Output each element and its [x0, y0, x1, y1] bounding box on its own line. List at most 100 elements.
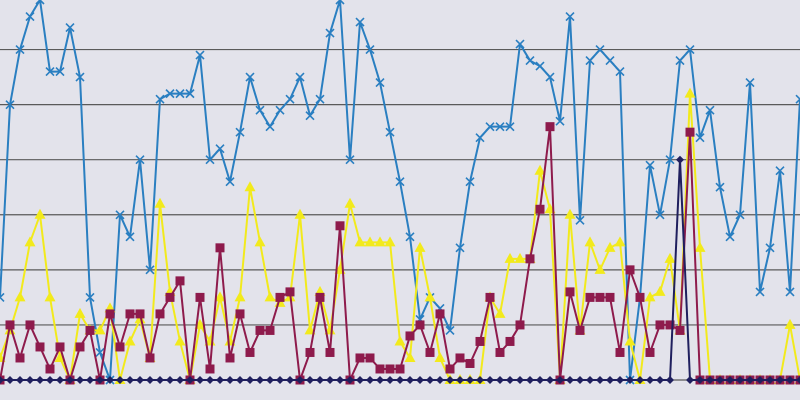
- marker-triangle: [784, 318, 796, 329]
- marker-diamond: [116, 376, 124, 384]
- marker-square: [605, 292, 615, 302]
- marker-diamond: [26, 376, 34, 384]
- marker-diamond: [786, 376, 794, 384]
- marker-x: [305, 111, 315, 121]
- marker-square: [195, 292, 205, 302]
- marker-x: [565, 11, 575, 22]
- marker-triangle: [394, 335, 406, 346]
- marker-square: [395, 364, 405, 374]
- marker-triangle: [344, 197, 356, 208]
- marker-diamond: [596, 376, 604, 384]
- marker-diamond: [496, 376, 504, 384]
- marker-diamond: [696, 376, 704, 384]
- marker-diamond: [446, 376, 454, 384]
- marker-triangle: [434, 351, 446, 362]
- marker-square: [135, 309, 145, 319]
- marker-diamond: [536, 376, 544, 384]
- marker-x: [45, 67, 55, 77]
- marker-x: [75, 72, 85, 82]
- marker-triangle: [374, 236, 386, 247]
- marker-square: [575, 325, 585, 335]
- marker-x: [675, 56, 685, 66]
- marker-diamond: [756, 376, 764, 384]
- marker-square: [565, 287, 575, 297]
- marker-diamond: [526, 376, 534, 384]
- marker-diamond: [346, 376, 354, 384]
- marker-triangle: [364, 236, 376, 247]
- marker-x: [765, 243, 775, 253]
- marker-diamond: [76, 376, 84, 384]
- marker-diamond: [56, 376, 64, 384]
- marker-square: [115, 342, 125, 352]
- marker-x: [725, 232, 735, 242]
- marker-square: [545, 122, 555, 132]
- marker-triangle: [254, 236, 266, 247]
- marker-square: [585, 292, 595, 302]
- marker-x: [175, 89, 185, 99]
- marker-x: [455, 243, 465, 253]
- marker-x: [475, 133, 485, 143]
- marker-diamond: [296, 376, 304, 384]
- marker-square: [535, 204, 545, 214]
- marker-square: [255, 325, 265, 335]
- marker-diamond: [186, 376, 194, 384]
- marker-x: [395, 177, 405, 187]
- marker-diamond: [66, 376, 74, 384]
- marker-diamond: [86, 376, 94, 384]
- marker-square: [305, 347, 315, 357]
- marker-x: [555, 116, 565, 126]
- marker-diamond: [396, 376, 404, 384]
- marker-triangle: [174, 335, 186, 346]
- marker-square: [75, 342, 85, 352]
- marker-diamond: [146, 376, 154, 384]
- marker-x: [135, 155, 145, 165]
- marker-diamond: [556, 376, 564, 384]
- marker-x: [385, 127, 395, 137]
- marker-x: [795, 94, 800, 104]
- marker-x: [755, 287, 765, 297]
- marker-triangle: [124, 335, 136, 346]
- marker-triangle: [654, 285, 666, 296]
- marker-diamond: [106, 376, 114, 384]
- marker-diamond: [646, 376, 654, 384]
- marker-diamond: [586, 376, 594, 384]
- marker-x: [15, 44, 25, 55]
- marker-x: [205, 155, 215, 165]
- marker-x: [575, 215, 585, 225]
- marker-diamond: [376, 376, 384, 384]
- marker-x: [55, 67, 65, 77]
- marker-square: [405, 331, 415, 341]
- marker-x: [155, 94, 165, 104]
- marker-diamond: [156, 376, 164, 384]
- marker-x: [715, 182, 725, 192]
- marker-x: [745, 78, 755, 88]
- marker-square: [425, 347, 435, 357]
- marker-triangle: [514, 252, 526, 263]
- marker-diamond: [706, 376, 714, 384]
- marker-x: [775, 166, 785, 176]
- marker-diamond: [416, 376, 424, 384]
- marker-diamond: [726, 376, 734, 384]
- marker-x: [145, 265, 155, 275]
- marker-triangle: [504, 252, 516, 263]
- marker-square: [435, 309, 445, 319]
- marker-diamond: [406, 376, 414, 384]
- marker-x: [375, 78, 385, 88]
- marker-diamond: [0, 376, 4, 384]
- marker-diamond: [366, 376, 374, 384]
- marker-square: [245, 347, 255, 357]
- marker-x: [195, 50, 205, 60]
- marker-x: [705, 105, 715, 115]
- marker-square: [505, 336, 515, 346]
- marker-x: [545, 72, 555, 82]
- marker-diamond: [486, 376, 494, 384]
- marker-square: [325, 347, 335, 357]
- marker-diamond: [306, 376, 314, 384]
- marker-diamond: [6, 376, 14, 384]
- marker-square: [625, 265, 635, 275]
- marker-square: [265, 325, 275, 335]
- marker-square: [15, 353, 25, 363]
- marker-triangle: [404, 351, 416, 362]
